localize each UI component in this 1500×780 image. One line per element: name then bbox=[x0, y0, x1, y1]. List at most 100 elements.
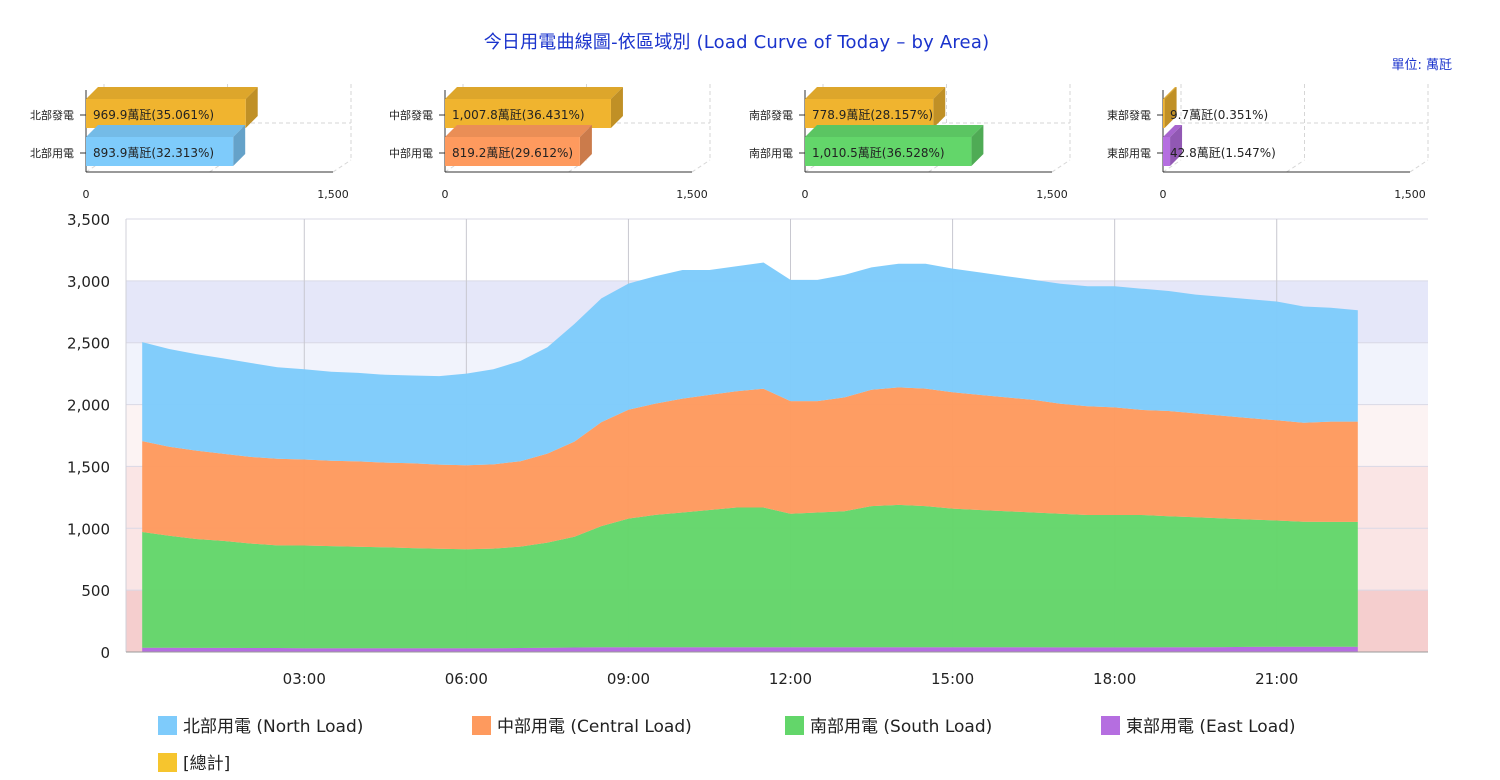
mini-gridline-diag bbox=[1162, 159, 1182, 173]
mini-bar-top bbox=[1163, 87, 1177, 99]
mini-bar-side bbox=[971, 125, 984, 166]
area-series-north bbox=[142, 262, 1358, 466]
mini-bar-value-label: 9.7萬瓩(0.351%) bbox=[1170, 108, 1268, 122]
mini-bar-east[interactable]: 42.8萬瓩(1.547%) bbox=[1163, 125, 1276, 166]
legend-swatch bbox=[1101, 716, 1120, 735]
legend-label: 北部用電 (North Load) bbox=[183, 717, 363, 737]
mini-bar-value-label: 1,010.5萬瓩(36.528%) bbox=[812, 146, 945, 160]
mini-category-label: 東部發電 bbox=[1107, 108, 1151, 122]
mini-x-tick-min: 0 bbox=[83, 188, 90, 201]
x-tick-label: 09:00 bbox=[607, 670, 650, 688]
mini-category-label: 南部用電 bbox=[749, 146, 793, 160]
legend-item-central[interactable]: 中部用電 (Central Load) bbox=[472, 716, 692, 737]
y-tick-label: 1,000 bbox=[67, 520, 110, 538]
y-tick-label: 0 bbox=[100, 644, 110, 662]
legend: 北部用電 (North Load) 中部用電 (Central Load) 南部用電… bbox=[158, 716, 1296, 774]
mini-chart-2: 778.9萬瓩(28.157%) 南部發電 1,010.5萬瓩(36.528%) 南部… bbox=[749, 84, 1071, 201]
y-tick-label: 500 bbox=[81, 582, 110, 600]
mini-category-label: 北部發電 bbox=[30, 108, 74, 122]
y-tick-label: 2,000 bbox=[67, 397, 110, 415]
mini-bar-value-label: 1,007.8萬瓩(36.431%) bbox=[452, 108, 585, 122]
mini-bar-gen[interactable]: 778.9萬瓩(28.157%) bbox=[805, 87, 946, 128]
mini-x-tick-min: 0 bbox=[1160, 188, 1167, 201]
unit-label: 單位: 萬瓩 bbox=[1391, 58, 1452, 73]
legend-item-south[interactable]: 南部用電 (South Load) bbox=[785, 716, 992, 737]
y-tick-label: 2,500 bbox=[67, 335, 110, 353]
x-tick-label: 06:00 bbox=[445, 670, 488, 688]
mini-x-tick-max: 1,500 bbox=[1394, 188, 1426, 201]
legend-item-total[interactable]: [總計] bbox=[158, 753, 230, 774]
mini-bar-front bbox=[1163, 137, 1171, 166]
mini-bar-top bbox=[1163, 125, 1183, 137]
mini-bar-top bbox=[805, 87, 946, 99]
mini-bar-gen[interactable]: 9.7萬瓩(0.351%) bbox=[1163, 87, 1268, 128]
mini-bar-front bbox=[805, 99, 934, 128]
x-tick-label: 12:00 bbox=[769, 670, 812, 688]
x-tick-label: 03:00 bbox=[283, 670, 326, 688]
legend-label: 南部用電 (South Load) bbox=[810, 717, 992, 737]
mini-bar-top bbox=[445, 87, 623, 99]
mini-bar-value-label: 778.9萬瓩(28.157%) bbox=[812, 108, 933, 122]
mini-gridline-diag bbox=[1409, 159, 1429, 173]
mini-bar-side bbox=[579, 125, 592, 166]
legend-label: [總計] bbox=[183, 754, 230, 774]
chart-title: 今日用電曲線圖-依區域別 (Load Curve of Today – by A… bbox=[483, 32, 990, 53]
mini-gridline-diag bbox=[1286, 159, 1305, 173]
legend-swatch bbox=[158, 716, 177, 735]
mini-gridline-diag bbox=[332, 159, 352, 173]
mini-category-label: 中部用電 bbox=[389, 146, 433, 160]
mini-bar-south[interactable]: 1,010.5萬瓩(36.528%) bbox=[805, 125, 984, 166]
mini-x-tick-min: 0 bbox=[442, 188, 449, 201]
mini-bar-front bbox=[1163, 99, 1165, 128]
mini-bar-gen[interactable]: 969.9萬瓩(35.061%) bbox=[86, 87, 258, 128]
legend-label: 東部用電 (East Load) bbox=[1126, 717, 1296, 737]
legend-item-east[interactable]: 東部用電 (East Load) bbox=[1101, 716, 1296, 737]
mini-gridline-diag bbox=[691, 159, 711, 173]
mini-bar-value-label: 969.9萬瓩(35.061%) bbox=[93, 108, 214, 122]
mini-bar-top bbox=[86, 87, 258, 99]
mini-bar-side bbox=[1164, 87, 1177, 128]
area-series-central bbox=[142, 387, 1358, 550]
mini-bar-side bbox=[933, 87, 946, 128]
x-tick-label: 18:00 bbox=[1093, 670, 1136, 688]
mini-gridline-diag bbox=[1051, 159, 1071, 173]
legend-label: 中部用電 (Central Load) bbox=[497, 717, 692, 737]
area-series-east bbox=[142, 646, 1358, 652]
mini-bar-side bbox=[610, 87, 623, 128]
mini-category-label: 南部發電 bbox=[749, 108, 793, 122]
mini-x-tick-max: 1,500 bbox=[317, 188, 349, 201]
mini-bar-value-label: 42.8萬瓩(1.547%) bbox=[1170, 146, 1276, 160]
legend-swatch bbox=[785, 716, 804, 735]
y-tick-label: 3,000 bbox=[67, 273, 110, 291]
mini-bar-charts: 969.9萬瓩(35.061%) 北部發電 893.9萬瓩(32.313%) 北部用電… bbox=[30, 84, 1429, 201]
x-tick-label: 21:00 bbox=[1255, 670, 1298, 688]
y-tick-label: 3,500 bbox=[67, 211, 110, 229]
mini-bar-north[interactable]: 893.9萬瓩(32.313%) bbox=[86, 125, 246, 166]
mini-bar-front bbox=[445, 137, 580, 166]
mini-bar-front bbox=[445, 99, 611, 128]
area-series bbox=[142, 262, 1358, 652]
legend-item-north[interactable]: 北部用電 (North Load) bbox=[158, 716, 363, 737]
area-series-south bbox=[142, 504, 1358, 649]
mini-bar-value-label: 819.2萬瓩(29.612%) bbox=[452, 146, 573, 160]
legend-swatch bbox=[472, 716, 491, 735]
mini-chart-3: 9.7萬瓩(0.351%) 東部發電 42.8萬瓩(1.547%) 東部用電 0 1,50… bbox=[1107, 84, 1429, 201]
mini-bar-front bbox=[805, 137, 972, 166]
axes: 0 500 1,000 1,500 2,000 2,500 3,000 3,500 03:00 0… bbox=[67, 211, 1428, 688]
mini-category-label: 中部發電 bbox=[389, 108, 433, 122]
mini-bar-gen[interactable]: 1,007.8萬瓩(36.431%) bbox=[445, 87, 623, 128]
mini-bar-side bbox=[1170, 125, 1183, 166]
mini-bar-front bbox=[86, 137, 234, 166]
mini-bar-central[interactable]: 819.2萬瓩(29.612%) bbox=[445, 125, 592, 166]
mini-x-tick-min: 0 bbox=[802, 188, 809, 201]
mini-category-label: 北部用電 bbox=[30, 146, 74, 160]
mini-x-tick-max: 1,500 bbox=[676, 188, 708, 201]
mini-bar-top bbox=[445, 125, 592, 137]
y-tick-label: 1,500 bbox=[67, 458, 110, 476]
mini-chart-0: 969.9萬瓩(35.061%) 北部發電 893.9萬瓩(32.313%) 北部用電… bbox=[30, 84, 352, 201]
mini-bar-top bbox=[805, 125, 984, 137]
mini-bar-front bbox=[86, 99, 246, 128]
mini-category-label: 東部用電 bbox=[1107, 146, 1151, 160]
x-tick-label: 15:00 bbox=[931, 670, 974, 688]
